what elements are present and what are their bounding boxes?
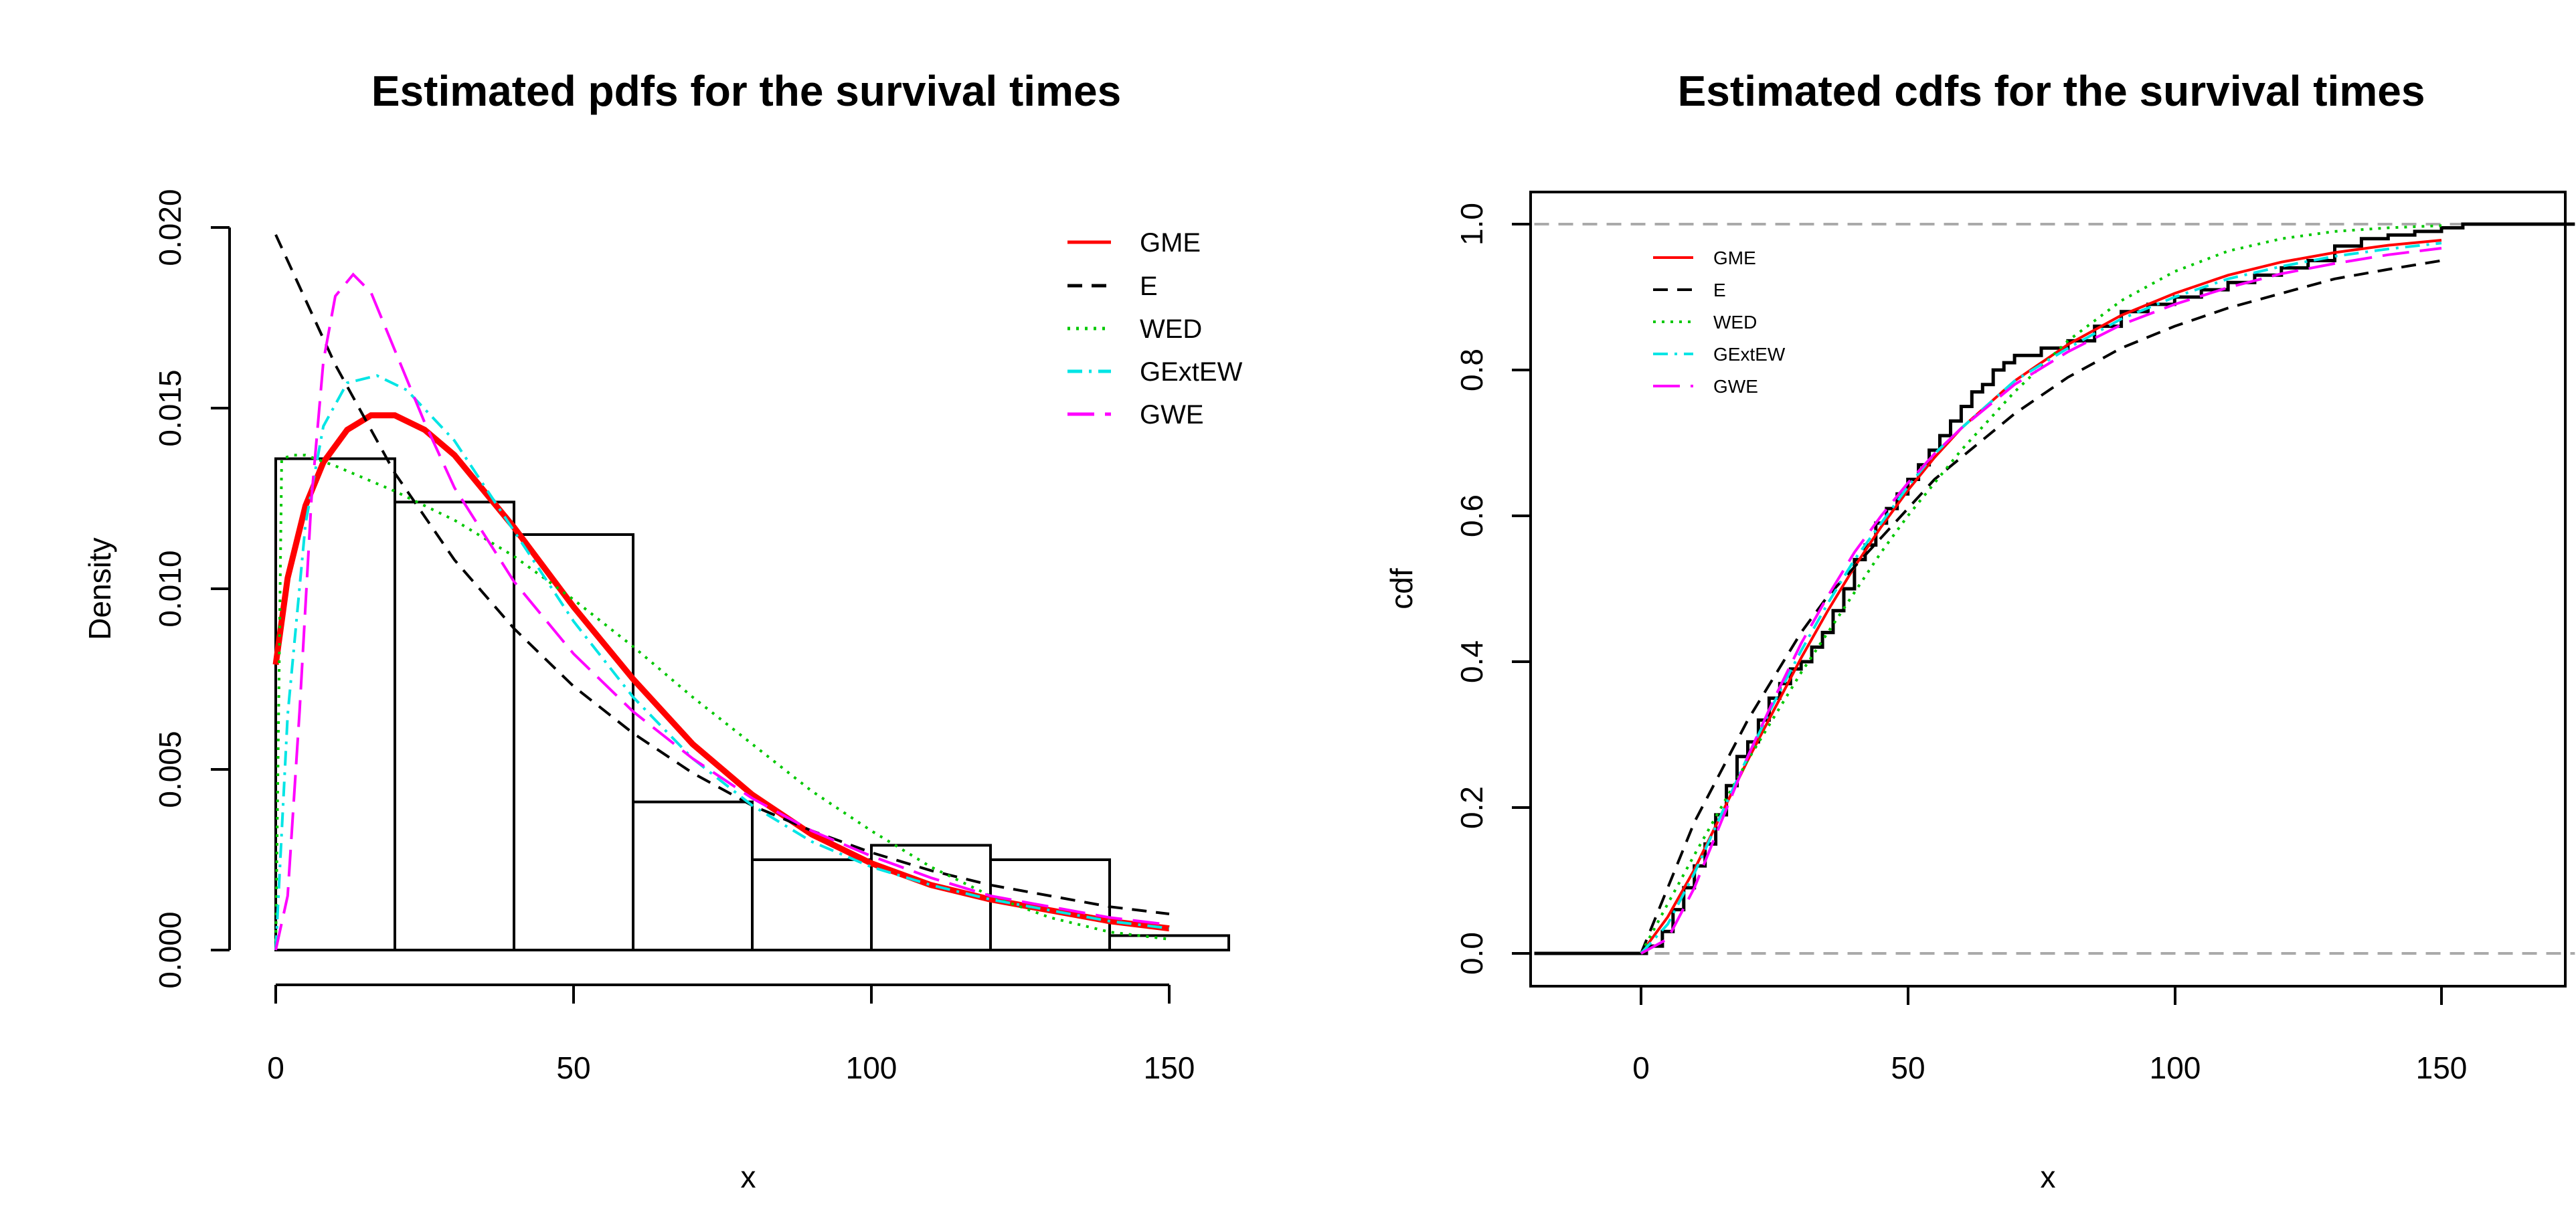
cdf-curve-e [1640, 259, 2442, 954]
cdf-legend-label-gwe: GWE [1713, 376, 1758, 397]
pdf-legend-label-gwe: GWE [1140, 400, 1204, 430]
pdf-panel: Estimated pdfs for the survival times 0 … [82, 67, 1243, 1194]
pdf-x-tick-label: 0 [267, 1050, 284, 1085]
cdf-y-tick-label: 0.2 [1454, 786, 1489, 829]
pdf-y-tick-label: 0.015 [153, 369, 187, 446]
cdf-curve-gwe [1640, 247, 2442, 955]
cdf-y-tick-label: 0.0 [1454, 932, 1489, 975]
cdf-chart-title: Estimated cdfs for the survival times [1678, 67, 2425, 115]
cdf-legend-label-wed: WED [1713, 312, 1757, 333]
pdf-x-tick-label: 100 [846, 1050, 897, 1085]
cdf-reference-lines [1534, 223, 2575, 955]
cdf-x-axis-label: x [2041, 1159, 2056, 1194]
pdf-legend-label-wed: WED [1140, 314, 1202, 344]
cdf-panel: Estimated cdfs for the survival times 0 [1384, 67, 2575, 1194]
cdf-curves [1640, 224, 2442, 955]
pdf-y-tick-label: 0.020 [153, 189, 187, 266]
pdf-x-tick-label: 50 [556, 1050, 590, 1085]
pdf-x-axis-label: x [741, 1159, 756, 1194]
cdf-x-tick-label: 50 [1891, 1050, 1925, 1085]
pdf-curve-gwe [274, 272, 1170, 951]
cdf-axes: 0 50 100 150 0.0 0.2 0.4 0.6 0.8 1.0 x c… [1384, 203, 2467, 1194]
pdf-legend: GME E WED GExtEW GWE [1067, 228, 1243, 430]
histogram-bar [513, 533, 634, 951]
cdf-legend-label-gme: GME [1713, 248, 1756, 268]
cdf-y-tick-label: 1.0 [1454, 203, 1489, 246]
pdf-curves [272, 233, 1170, 951]
pdf-curve-e [274, 233, 1170, 915]
cdf-x-tick-label: 150 [2416, 1050, 2468, 1085]
pdf-legend-label-e: E [1140, 272, 1158, 301]
histogram-bar [989, 858, 1111, 951]
cdf-legend-label-gextew: GExtEW [1713, 344, 1786, 365]
pdf-legend-label-gextew: GExtEW [1140, 357, 1243, 387]
cdf-y-tick-label: 0.4 [1454, 640, 1489, 683]
pdf-axes: 0 50 100 150 0.000 0.005 0.010 0.015 0.0… [82, 189, 1195, 1194]
pdf-y-tick-label: 0.005 [153, 731, 187, 808]
pdf-curve-wed [274, 454, 1170, 951]
cdf-x-tick-label: 0 [1632, 1050, 1650, 1085]
pdf-legend-label-gme: GME [1140, 228, 1201, 258]
cdf-legend-label-e: E [1713, 280, 1726, 300]
cdf-y-tick-label: 0.6 [1454, 494, 1489, 537]
cdf-y-axis-label: cdf [1384, 568, 1419, 610]
cdf-x-tick-label: 100 [2150, 1050, 2201, 1085]
pdf-x-tick-label: 150 [1144, 1050, 1195, 1085]
histogram-bar [1108, 934, 1230, 952]
cdf-y-tick-label: 0.8 [1454, 349, 1489, 391]
pdf-chart-title: Estimated pdfs for the survival times [371, 67, 1121, 115]
pdf-y-axis-label: Density [82, 537, 117, 640]
pdf-y-tick-label: 0.000 [153, 911, 187, 988]
cdf-legend: GME E WED GExtEW GWE [1653, 248, 1786, 397]
pdf-curve-gextew [274, 374, 1170, 951]
pdf-y-tick-label: 0.010 [153, 550, 187, 627]
